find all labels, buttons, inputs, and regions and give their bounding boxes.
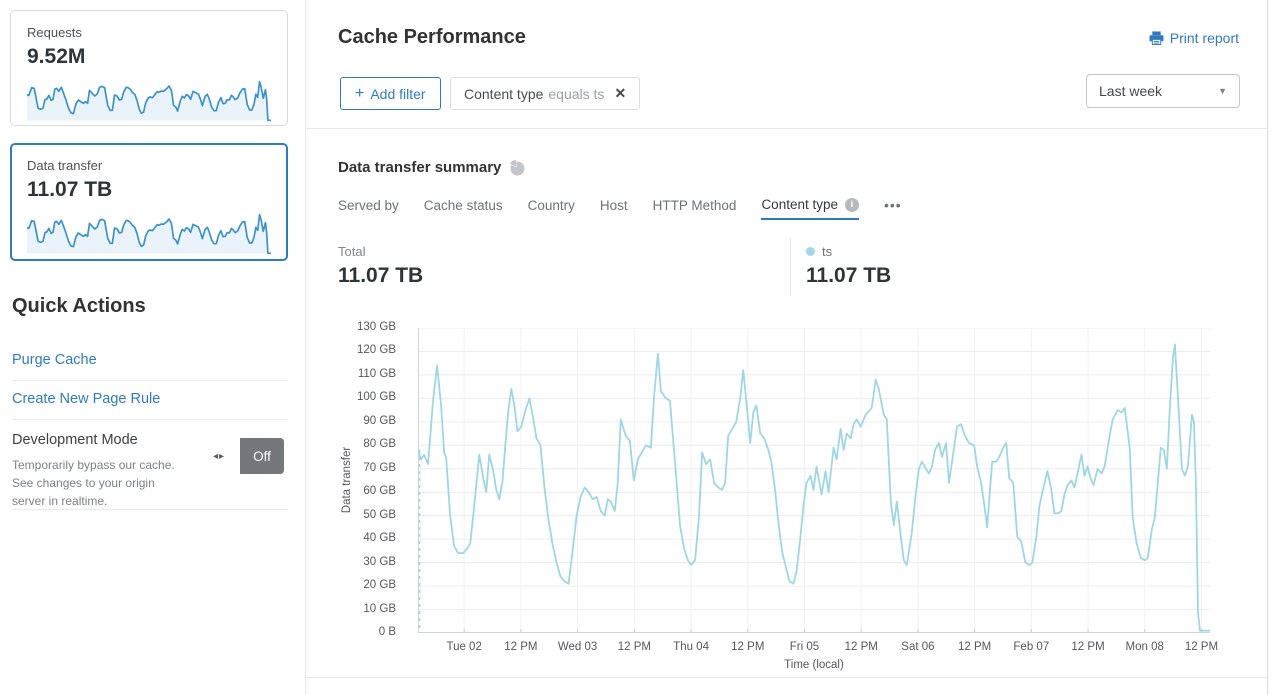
x-tick-label: Mon 08: [1125, 641, 1164, 653]
y-tick-label: 60 GB: [363, 485, 396, 498]
date-range-dropdown[interactable]: Last week ▼: [1086, 74, 1240, 108]
summary-title: Data transfer summary: [338, 159, 502, 176]
tab-cache-status[interactable]: Cache status: [424, 197, 503, 220]
analytics-sidebar: Requests 9.52M Data transfer 11.07 TB Qu…: [0, 0, 306, 695]
chart-plot-area[interactable]: [418, 328, 1210, 633]
y-tick-label: 10 GB: [363, 602, 396, 615]
printer-icon: [1149, 31, 1164, 45]
y-tick-label: 80 GB: [363, 438, 396, 451]
quick-actions-section: Quick Actions Purge Cache Create New Pag…: [12, 295, 288, 510]
y-tick-label: 20 GB: [363, 579, 396, 592]
data-transfer-card-value: 11.07 TB: [27, 178, 113, 201]
y-tick-label: 130 GB: [357, 321, 396, 333]
x-tick-label: 12 PM: [504, 641, 538, 653]
y-tick-label: 50 GB: [363, 508, 396, 521]
tab-served-by[interactable]: Served by: [338, 197, 399, 220]
summary-title-row: Data transfer summary: [338, 159, 525, 176]
divider: [12, 380, 288, 381]
total-value: 11.07 TB: [338, 264, 424, 287]
data-transfer-sparkline-chart: [27, 209, 271, 254]
series-value: 11.07 TB: [806, 264, 892, 287]
add-filter-label: Add filter: [370, 85, 426, 102]
filter-chip-field: Content type: [464, 85, 544, 102]
x-tick-label: Fri 05: [789, 641, 820, 653]
y-tick-label: 40 GB: [363, 532, 396, 545]
tab-host[interactable]: Host: [600, 197, 628, 220]
filter-chip-operator-value: equals ts: [548, 85, 605, 102]
y-axis-ticks: 0 B 10 GB 20 GB 30 GB 40 GB 50 GB 60 GB 70 GB 80…: [340, 321, 406, 638]
x-tick-label: Tue 02: [446, 641, 482, 653]
development-mode-row: Development Mode Temporarily bypass our …: [12, 420, 288, 510]
tab-label: Content type: [761, 197, 838, 212]
data-transfer-card-label: Data transfer: [27, 158, 103, 173]
summary-tab-bar: Served by Cache status Country Host HTTP…: [338, 197, 902, 220]
y-tick-label: 70 GB: [363, 461, 396, 474]
date-range-value: Last week: [1099, 83, 1163, 99]
x-tick-label: 12 PM: [617, 641, 651, 653]
tab-label: Country: [527, 198, 575, 213]
requests-sparkline-chart: [27, 76, 271, 121]
legend-dot-icon: [806, 247, 815, 256]
info-icon[interactable]: i: [845, 197, 859, 212]
x-tick-label: Feb 07: [1013, 641, 1050, 653]
print-report-label: Print report: [1169, 30, 1239, 46]
quick-actions-title: Quick Actions: [12, 295, 146, 317]
legend-series-label: ts: [822, 244, 833, 259]
requests-card-value: 9.52M: [27, 45, 86, 68]
y-tick-label: 110 GB: [357, 367, 396, 380]
page-title: Cache Performance: [338, 26, 526, 48]
pie-chart-icon: [510, 159, 525, 175]
divider: [306, 128, 1268, 129]
sidebar-divider: [305, 0, 306, 695]
development-mode-title: Development Mode: [12, 432, 138, 448]
tab-label: HTTP Method: [652, 198, 737, 213]
tab-content-type[interactable]: Content type i: [761, 197, 859, 220]
total-label: Total: [338, 244, 366, 259]
x-tick-label: 12 PM: [731, 641, 765, 653]
development-mode-description: Temporarily bypass our cache. See change…: [12, 458, 175, 508]
x-tick-label: 12 PM: [1184, 641, 1219, 653]
development-mode-toggle[interactable]: ◂▸ Off: [198, 438, 284, 474]
purge-cache-link[interactable]: Purge Cache: [12, 352, 97, 368]
toggle-off-label: Off: [240, 438, 284, 474]
tab-label: Cache status: [423, 198, 503, 213]
data-transfer-line-chart[interactable]: [418, 328, 1210, 633]
x-tick-label: Wed 03: [557, 641, 598, 653]
y-tick-label: 0 B: [378, 626, 396, 638]
divider: [306, 677, 1268, 678]
divider: [790, 238, 791, 296]
tab-country[interactable]: Country: [528, 197, 575, 220]
tab-label: Served by: [338, 198, 399, 213]
print-report-link[interactable]: Print report: [1149, 30, 1239, 46]
tab-http-method[interactable]: HTTP Method: [653, 197, 737, 220]
x-axis-label: Time (local): [784, 659, 844, 671]
y-tick-label: 90 GB: [363, 414, 396, 427]
x-tick-label: 12 PM: [1071, 641, 1105, 653]
chevron-down-icon: ▼: [1218, 86, 1227, 96]
y-tick-label: 100 GB: [357, 391, 396, 404]
tab-label: Host: [599, 198, 628, 213]
add-filter-button[interactable]: + Add filter: [340, 77, 441, 110]
toggle-arrows-icon: ◂▸: [198, 438, 240, 474]
create-page-rule-link[interactable]: Create New Page Rule: [12, 391, 161, 407]
requests-metric-card[interactable]: Requests 9.52M: [10, 10, 288, 126]
x-tick-label: 12 PM: [844, 641, 878, 653]
divider: [12, 419, 288, 420]
close-icon[interactable]: ✕: [614, 85, 627, 101]
x-tick-label: 12 PM: [957, 641, 992, 653]
filter-chip-content-type[interactable]: Content type equals ts ✕: [450, 77, 641, 110]
panel-right-edge: [1267, 0, 1268, 695]
x-tick-label: Sat 06: [901, 641, 935, 653]
x-axis-ticks: Tue 02 12 PM Wed 03 12 PM Thu 04 12 PM Fri 05 1…: [418, 641, 1218, 655]
requests-card-label: Requests: [27, 25, 82, 40]
plus-icon: +: [355, 84, 365, 102]
x-tick-label: Thu 04: [673, 641, 709, 653]
data-transfer-metric-card[interactable]: Data transfer 11.07 TB: [10, 143, 288, 261]
more-tabs-button[interactable]: •••: [884, 197, 902, 213]
divider: [12, 509, 288, 510]
series-legend[interactable]: ts: [806, 244, 832, 259]
y-tick-label: 120 GB: [357, 344, 396, 357]
y-tick-label: 30 GB: [363, 555, 396, 568]
